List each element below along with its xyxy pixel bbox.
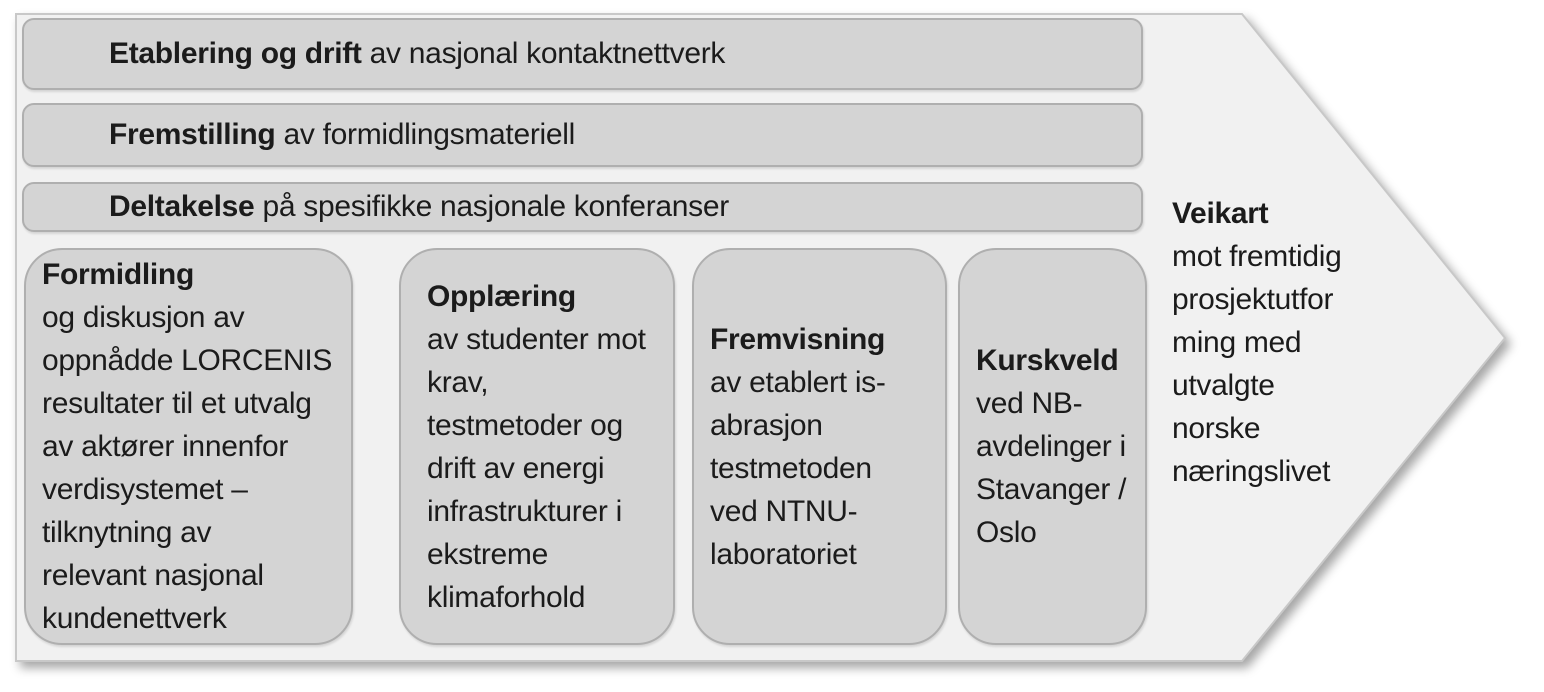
activity-card-formidling: Formidling og diskusjon av oppnådde LORC… [24,248,353,645]
arrowhead-label-veikart: Veikart mot fremtidig prosjektutfor ming… [1172,192,1452,493]
arrow-label-body: mot fremtidig prosjektutfor ming med utv… [1172,240,1342,488]
activity-card-opplaering: Opplæring av studenter mot krav, testmet… [399,248,675,645]
bar-label-bold: Fremstilling [109,118,276,151]
arrow-label-title: Veikart [1172,197,1269,230]
card-body: av etablert is- abrasjon testmetoden ved… [710,365,886,571]
activity-bar-fremstilling: Fremstilling av formidlingsmateriell [22,103,1143,167]
card-body: og diskusjon av oppnådde LORCENIS result… [42,301,333,635]
activity-bar-deltakelse: Deltakelse på spesifikke nasjonale konfe… [22,182,1143,232]
card-title: Fremvisning [710,322,886,356]
activity-card-kurskveld: Kurskveld ved NB- avdelinger i Stavanger… [958,248,1147,645]
bar-label-bold: Deltakelse [109,190,255,223]
bar-label-rest: av formidlingsmateriell [275,118,576,151]
activity-bar-etablering: Etablering og drift av nasjonal kontaktn… [22,18,1143,90]
card-title: Formidling [42,258,194,291]
card-body: ved NB- avdelinger i Stavanger / Oslo [976,387,1127,549]
activity-card-fremvisning: Fremvisning av etablert is- abrasjon tes… [692,248,947,645]
card-title: Kurskveld [976,344,1119,377]
bar-label-bold: Etablering og drift [109,37,362,70]
bar-label-rest: av nasjonal kontaktnettverk [361,37,726,70]
bar-label-rest: på spesifikke nasjonale konferanser [254,190,729,223]
card-body: av studenter mot krav, testmetoder og dr… [427,322,646,614]
card-title: Opplæring [427,279,576,313]
